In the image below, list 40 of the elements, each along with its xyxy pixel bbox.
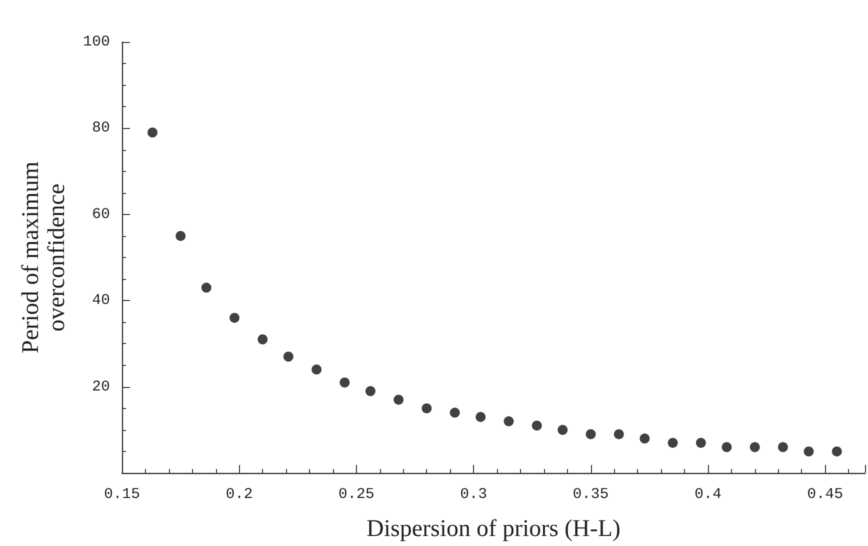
point: [230, 312, 240, 323]
point: [422, 403, 432, 414]
y-axis-title: Period of maximum overconfidence: [18, 161, 70, 354]
x-tick-label: 0.25: [338, 486, 374, 503]
point: [696, 438, 706, 448]
point: [832, 446, 842, 456]
point: [558, 424, 568, 435]
point: [450, 408, 460, 418]
point: [176, 230, 186, 241]
y-tick-label: 100: [82, 34, 110, 50]
point: [532, 420, 542, 431]
x-tick-label: 0.45: [807, 486, 844, 503]
y-tick-label: 20: [92, 378, 110, 396]
point: [804, 446, 814, 456]
x-tick-label: 0.4: [694, 486, 722, 503]
point: [340, 377, 350, 388]
point: [283, 352, 294, 362]
x-tick-label: 0.2: [226, 486, 253, 503]
x-tick-label: 0.15: [104, 486, 140, 503]
point: [258, 334, 268, 344]
point: [476, 412, 486, 422]
point: [201, 282, 212, 293]
point: [778, 442, 788, 452]
x-tick-label: 0.35: [572, 486, 609, 503]
point: [365, 386, 376, 396]
point: [722, 442, 732, 452]
point: [312, 364, 322, 375]
point: [586, 429, 596, 440]
point: [668, 438, 678, 448]
point: [614, 429, 624, 440]
x-tick-label: 0.3: [460, 486, 488, 503]
point: [394, 394, 404, 405]
point: [640, 434, 650, 444]
point: [750, 442, 760, 452]
point: [504, 416, 514, 426]
y-tick-label: 60: [92, 206, 110, 223]
y-tick-label: 40: [92, 292, 110, 310]
point: [147, 128, 158, 138]
x-axis-title: Dispersion of priors (H-L): [366, 516, 620, 542]
y-tick-label: 80: [92, 120, 110, 137]
